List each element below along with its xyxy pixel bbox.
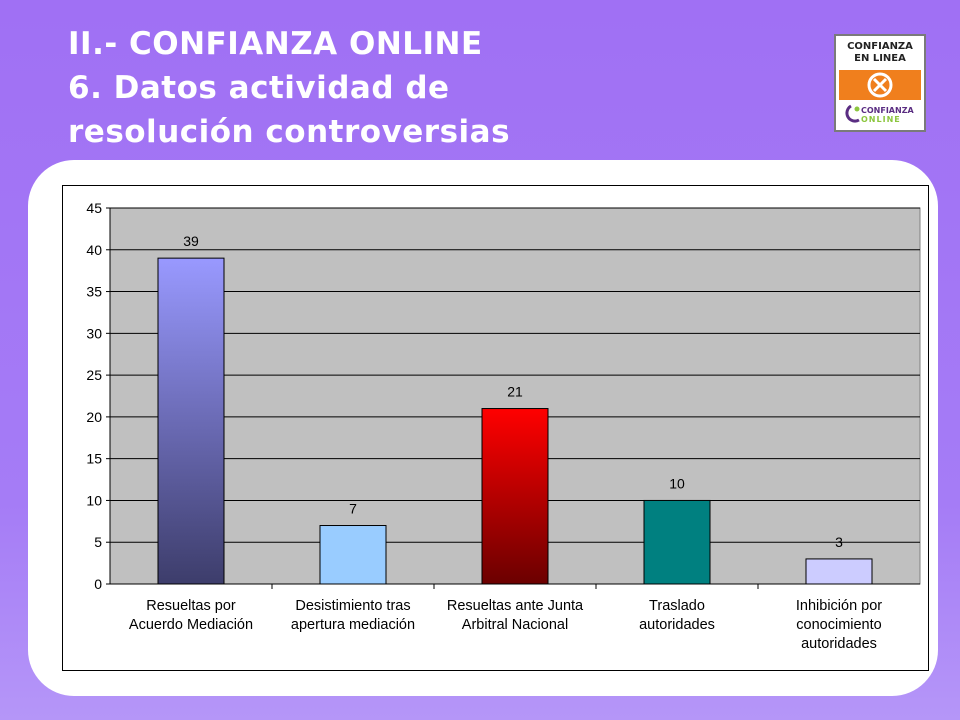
x-tick-label: Inhibición por xyxy=(796,598,882,614)
x-tick-label: Acuerdo Mediación xyxy=(129,617,253,633)
y-tick-label: 40 xyxy=(86,242,102,258)
x-tick-label: Resueltas ante Junta xyxy=(447,598,584,614)
logo-bottom-text: CONFIANZA ONLINE xyxy=(861,106,914,124)
y-tick-label: 30 xyxy=(86,325,102,341)
y-tick-label: 25 xyxy=(86,367,102,383)
y-tick-label: 10 xyxy=(86,492,102,508)
title-line-3: resolución controversias xyxy=(68,114,511,150)
logo-bottom-line-1: CONFIANZA xyxy=(861,106,914,115)
title-line-2: 6. Datos actividad de xyxy=(68,70,450,106)
data-label: 21 xyxy=(507,384,523,400)
bar-chart: 0 5 10 15 20 25 30 35 40 45 39 Resueltas por Acuerdo… xyxy=(86,200,921,652)
x-tick-label: autoridades xyxy=(639,617,715,633)
title-line-1: II.- CONFIANZA ONLINE xyxy=(68,26,483,62)
bar-0 xyxy=(157,257,225,585)
y-tick-label: 35 xyxy=(86,284,102,300)
y-tick-label: 15 xyxy=(86,451,102,467)
logo-emblem-icon xyxy=(867,72,893,98)
logo-bottom: CONFIANZA ONLINE xyxy=(839,102,921,128)
y-tick-label: 20 xyxy=(86,409,102,425)
logo-emblem xyxy=(839,70,921,100)
data-label: 10 xyxy=(669,475,685,491)
bar-3 xyxy=(643,499,711,585)
confianza-logo: CONFIANZA EN LINEA CONFIANZA ONLINE xyxy=(834,34,926,132)
x-tick-label: Traslado xyxy=(649,598,705,614)
logo-top-line-1: CONFIANZA xyxy=(847,41,913,52)
chart-frame: 0 5 10 15 20 25 30 35 40 45 39 Resueltas por Acuerdo… xyxy=(62,185,929,671)
bar-1 xyxy=(319,525,387,585)
data-label: 7 xyxy=(349,501,357,517)
data-label: 39 xyxy=(183,233,199,249)
logo-top-text: CONFIANZA EN LINEA xyxy=(839,39,921,69)
y-tick-label: 45 xyxy=(86,200,102,216)
x-tick-label: Arbitral Nacional xyxy=(462,617,568,633)
logo-top-line-2: EN LINEA xyxy=(854,53,906,64)
bar-2 xyxy=(481,408,549,585)
x-tick-label: apertura mediación xyxy=(291,617,415,633)
bar-4 xyxy=(805,558,873,585)
x-tick-label: autoridades xyxy=(801,636,877,652)
x-tick-label: Desistimiento tras xyxy=(295,598,410,614)
logo-phone-icon xyxy=(845,104,860,123)
y-tick-label: 5 xyxy=(94,534,102,550)
data-label: 3 xyxy=(835,534,843,550)
logo-bottom-line-2: ONLINE xyxy=(861,115,901,124)
y-tick-label: 0 xyxy=(94,576,102,592)
page-title: II.- CONFIANZA ONLINE 6. Datos actividad… xyxy=(68,22,510,154)
x-tick-label: conocimiento xyxy=(796,617,881,633)
x-tick-label: Resueltas por xyxy=(146,598,236,614)
